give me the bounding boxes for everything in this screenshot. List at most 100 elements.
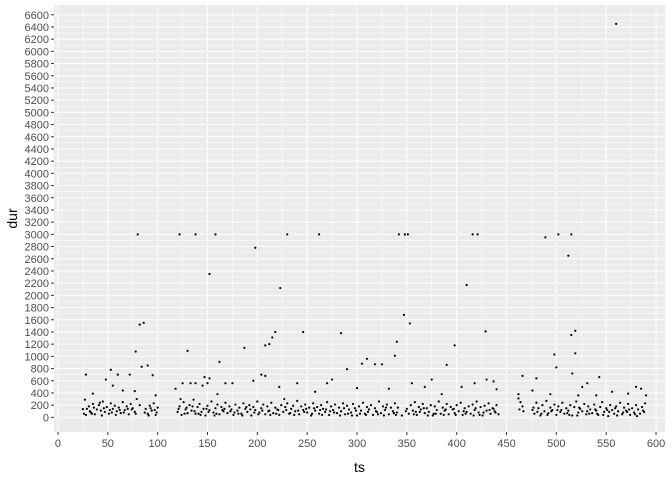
data-point [409, 404, 412, 407]
data-point [244, 407, 247, 410]
data-point [198, 402, 201, 406]
y-tick-label: 6000 [25, 46, 49, 58]
data-point [119, 411, 122, 415]
data-point [277, 408, 280, 412]
data-point [224, 401, 227, 404]
data-point [553, 403, 556, 406]
y-tick-label: 4200 [25, 156, 49, 168]
data-point [471, 403, 474, 406]
y-tick-label: 800 [31, 364, 49, 376]
data-point [358, 412, 362, 415]
data-point [575, 400, 578, 403]
y-axis-ticks: 0200400600800100012001400160018002000220… [25, 10, 54, 424]
data-point [484, 330, 487, 333]
data-point [473, 382, 476, 385]
data-point [206, 404, 209, 407]
data-point [177, 407, 180, 410]
data-point [435, 408, 438, 412]
data-point [619, 401, 622, 404]
y-tick-label: 5200 [25, 95, 49, 107]
data-point [617, 410, 620, 413]
data-point [221, 408, 224, 412]
data-point [586, 410, 589, 413]
y-tick-label: 4000 [25, 168, 49, 180]
data-point [249, 408, 252, 411]
data-point [136, 233, 139, 236]
y-tick-label: 3200 [25, 217, 49, 229]
data-point [215, 412, 218, 415]
data-point [150, 409, 153, 412]
data-point [633, 411, 636, 414]
data-point [179, 397, 182, 401]
x-tick-label: 550 [597, 438, 615, 450]
data-point [341, 402, 345, 405]
data-point [454, 413, 457, 417]
y-tick-label: 2000 [25, 290, 49, 302]
data-point [189, 382, 192, 385]
data-point [127, 413, 130, 416]
data-point [608, 410, 611, 413]
data-point [297, 409, 300, 412]
data-point [463, 407, 466, 410]
data-point [97, 404, 100, 407]
data-point [623, 406, 626, 409]
data-point [447, 413, 450, 416]
data-point [577, 394, 580, 397]
data-point [535, 401, 538, 404]
data-point [314, 390, 317, 393]
data-point [264, 374, 267, 377]
x-tick-label: 100 [148, 438, 166, 450]
y-tick-label: 5000 [25, 107, 49, 119]
data-point [432, 412, 435, 415]
data-point [360, 362, 364, 365]
data-point [570, 333, 573, 337]
data-point [310, 414, 313, 417]
data-point [256, 400, 259, 403]
data-point [471, 233, 474, 236]
x-tick-label: 200 [248, 438, 266, 450]
data-point [324, 410, 327, 413]
data-point [261, 409, 264, 412]
data-point [188, 404, 191, 407]
data-point [567, 254, 570, 257]
data-point [427, 410, 430, 413]
y-tick-label: 3400 [25, 205, 49, 217]
data-point [476, 233, 479, 236]
data-point [563, 412, 566, 415]
y-axis-title: dur [4, 208, 20, 229]
data-point [290, 407, 293, 410]
data-point [88, 410, 91, 413]
data-point [274, 330, 277, 334]
data-point [614, 407, 617, 410]
data-point [338, 414, 342, 417]
data-point [366, 410, 370, 413]
data-point [537, 407, 540, 410]
data-point [492, 407, 495, 410]
data-point [627, 392, 630, 395]
data-point [364, 413, 368, 417]
data-point [246, 410, 249, 413]
data-point [318, 412, 321, 415]
data-point [555, 413, 558, 417]
y-tick-label: 6600 [25, 10, 49, 22]
data-point [421, 402, 424, 406]
data-point [292, 404, 295, 407]
data-point [553, 353, 556, 356]
x-tick-label: 350 [398, 438, 416, 450]
data-point [395, 340, 398, 343]
data-point [205, 407, 208, 410]
data-point [583, 402, 586, 406]
data-point [567, 409, 570, 412]
data-point [345, 404, 349, 407]
data-point [615, 22, 618, 26]
data-point [560, 408, 563, 412]
x-axis-ticks: 0 50 100 150 200 250 300 350 400 450 500 550 600 [55, 432, 665, 450]
data-point [599, 405, 602, 409]
data-point [616, 414, 619, 417]
data-point [574, 352, 577, 355]
data-point [400, 414, 403, 417]
data-point [430, 378, 433, 381]
data-point [532, 406, 535, 409]
data-point [591, 411, 594, 415]
data-point [130, 408, 133, 411]
